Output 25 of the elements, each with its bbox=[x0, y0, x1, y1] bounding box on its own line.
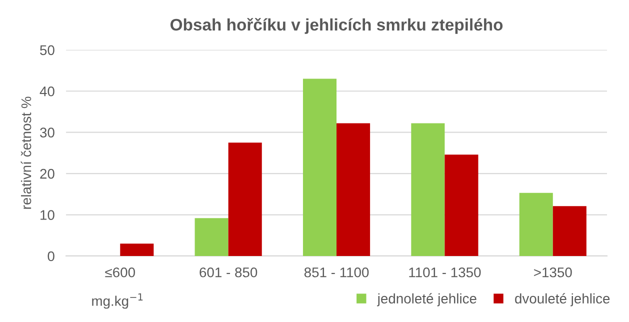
legend-label: dvouleté jehlice bbox=[515, 293, 610, 306]
y-tick-label: 40 bbox=[40, 86, 54, 96]
y-tick-label: 10 bbox=[40, 210, 54, 220]
bar bbox=[336, 123, 370, 256]
bar bbox=[519, 192, 553, 256]
x-tick-label: ≤600 bbox=[105, 267, 135, 278]
y-tick-label: 50 bbox=[40, 45, 54, 56]
bar bbox=[228, 142, 262, 256]
y-tick-label: 30 bbox=[40, 128, 54, 138]
chart-title: Obsah hořčíku v jehlicích smrku ztepilého bbox=[170, 18, 503, 34]
y-axis-title: relativní četnost % bbox=[20, 96, 32, 209]
x-tick-label: 601 - 850 bbox=[200, 267, 258, 278]
bar bbox=[302, 78, 337, 256]
x-tick-label: 1101 - 1350 bbox=[409, 267, 481, 278]
x-axis-title: mg.kg$^{−1}$ bbox=[92, 293, 143, 309]
y-tick-label: 20 bbox=[40, 168, 54, 179]
bar bbox=[444, 154, 478, 256]
x-tick-label: >1350 bbox=[534, 267, 572, 278]
x-tick-label: 851 - 1100 bbox=[304, 267, 369, 278]
legend-label: jednoleté jehlice bbox=[377, 293, 476, 306]
bar bbox=[120, 244, 154, 256]
bar bbox=[552, 206, 586, 256]
bar bbox=[411, 123, 445, 256]
bar bbox=[194, 218, 228, 256]
y-tick-label: 0 bbox=[48, 251, 54, 262]
